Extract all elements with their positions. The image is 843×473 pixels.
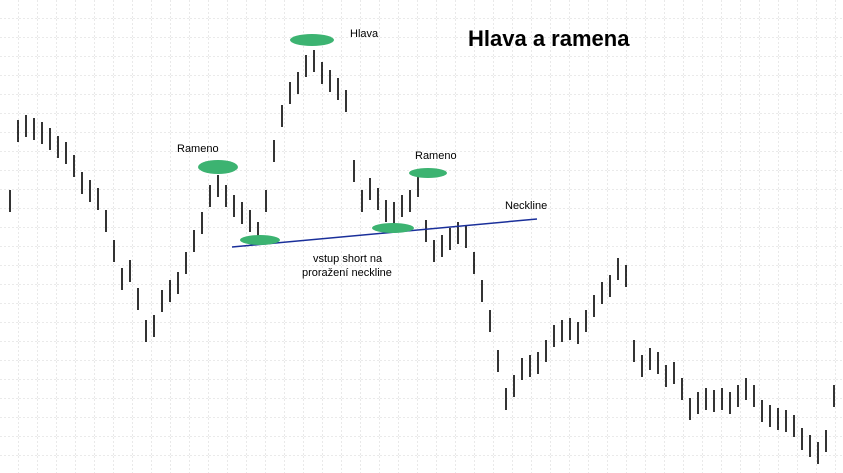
- annotation: Hlava: [350, 28, 379, 40]
- marker-ellipse: [198, 160, 238, 174]
- annotation: Rameno: [177, 143, 219, 155]
- price-bars: [9, 50, 835, 464]
- annotation: Neckline: [505, 200, 547, 212]
- annotation: Rameno: [415, 150, 457, 162]
- annotation: vstup short na: [313, 253, 383, 265]
- annotation: proražení neckline: [302, 267, 392, 279]
- marker-ellipse: [240, 235, 280, 245]
- marker-ellipse: [290, 34, 334, 46]
- marker-ellipse: [372, 223, 414, 233]
- chart-title: Hlava a ramena: [468, 26, 630, 51]
- neckline: [231, 218, 538, 248]
- marker-ellipse: [409, 168, 447, 178]
